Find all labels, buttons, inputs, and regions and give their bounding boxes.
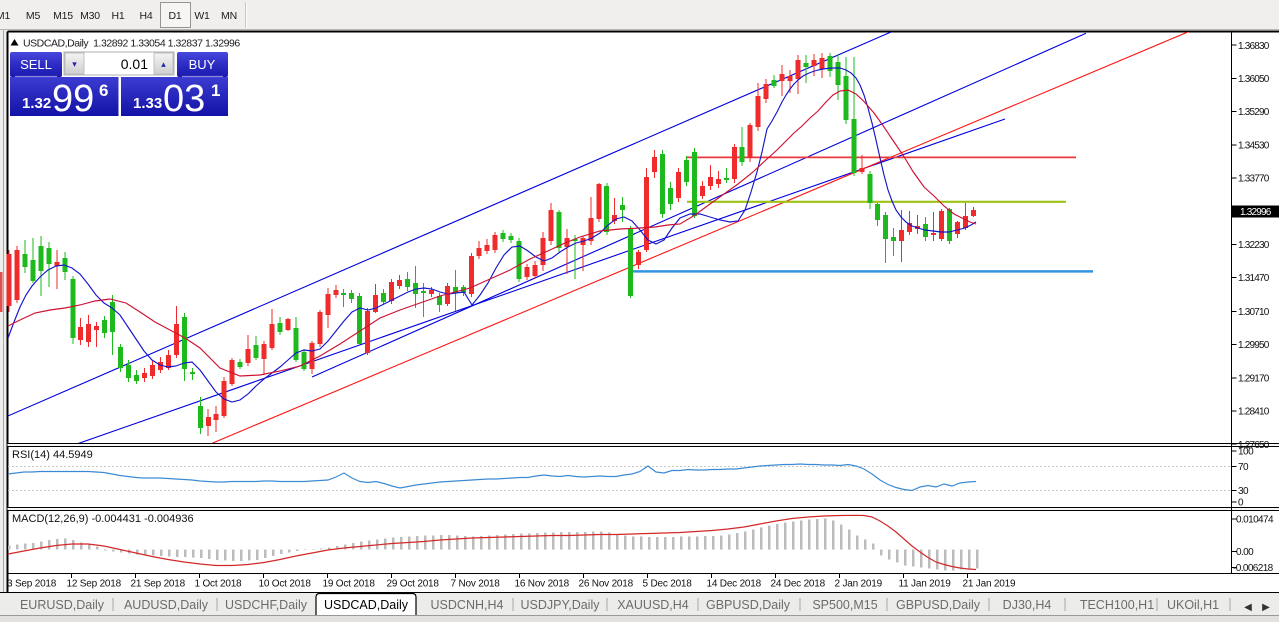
svg-text:XAUUSD,H4: XAUUSD,H4 [617,598,689,612]
svg-text:7 Nov 2018: 7 Nov 2018 [451,579,501,590]
svg-text:▾: ▾ [72,59,77,69]
svg-text:TECH100,H1: TECH100,H1 [1080,598,1154,612]
svg-text:1.30710: 1.30710 [1238,307,1270,318]
svg-text:16 Nov 2018: 16 Nov 2018 [515,579,570,590]
svg-text:UKOil,H1: UKOil,H1 [1167,598,1219,612]
svg-text:24 Dec 2018: 24 Dec 2018 [771,579,826,590]
svg-text:1.32: 1.32 [22,95,51,112]
svg-text:99: 99 [52,78,94,120]
svg-text:1.31470: 1.31470 [1238,273,1270,284]
svg-text:RSI(14) 44.5949: RSI(14) 44.5949 [12,449,93,461]
svg-text:W1: W1 [194,10,210,22]
svg-text:70: 70 [1238,462,1249,473]
svg-text:1.36050: 1.36050 [1238,74,1270,85]
svg-text:H4: H4 [139,10,152,22]
svg-text:M1: M1 [0,10,10,22]
svg-text:1 Oct 2018: 1 Oct 2018 [195,579,243,590]
svg-text:1.33: 1.33 [133,95,162,112]
svg-text:1.29170: 1.29170 [1238,373,1270,384]
svg-text:▶: ▶ [1262,602,1270,613]
svg-text:M5: M5 [26,10,41,22]
svg-text:1.29950: 1.29950 [1238,340,1270,351]
svg-text:▴: ▴ [161,59,166,69]
svg-text:0.00: 0.00 [1236,547,1254,558]
svg-text:1.36830: 1.36830 [1238,41,1270,52]
svg-text:1.32230: 1.32230 [1238,240,1270,251]
svg-text:3 Sep 2018: 3 Sep 2018 [7,579,57,590]
svg-text:BUY: BUY [189,57,216,72]
svg-text:21 Jan 2019: 21 Jan 2019 [963,579,1016,590]
svg-text:1.33770: 1.33770 [1238,174,1270,185]
svg-text:2 Jan 2019: 2 Jan 2019 [835,579,883,590]
svg-text:M15: M15 [53,10,73,22]
svg-text:H1: H1 [111,10,124,22]
svg-text:◀: ◀ [1244,602,1252,613]
svg-text:11 Jan 2019: 11 Jan 2019 [899,579,952,590]
svg-text:DJ30,H4: DJ30,H4 [1003,598,1052,612]
svg-text:10 Oct 2018: 10 Oct 2018 [259,579,312,590]
svg-text:USDCNH,H4: USDCNH,H4 [431,598,504,612]
svg-text:100: 100 [1238,447,1254,458]
svg-text:19 Oct 2018: 19 Oct 2018 [323,579,376,590]
svg-text:GBPUSD,Daily: GBPUSD,Daily [896,598,981,612]
svg-text:1.32996: 1.32996 [1240,207,1272,218]
svg-text:0: 0 [1238,498,1244,509]
svg-text:USDCAD,Daily: USDCAD,Daily [324,598,409,612]
svg-text:5 Dec 2018: 5 Dec 2018 [643,579,693,590]
svg-text:26 Nov 2018: 26 Nov 2018 [579,579,634,590]
svg-text:0.010474: 0.010474 [1236,515,1274,526]
svg-text:30: 30 [1238,486,1249,497]
svg-text:1.35290: 1.35290 [1238,107,1270,118]
svg-text:1.34530: 1.34530 [1238,140,1270,151]
svg-text:29 Oct 2018: 29 Oct 2018 [387,579,440,590]
svg-text:MN: MN [221,10,237,22]
svg-text:M30: M30 [80,10,100,22]
svg-text:SP500,M15: SP500,M15 [812,598,877,612]
svg-text:1.27650: 1.27650 [1238,440,1270,451]
svg-text:1: 1 [211,81,220,100]
svg-text:14 Dec 2018: 14 Dec 2018 [707,579,762,590]
svg-text:12 Sep 2018: 12 Sep 2018 [67,579,122,590]
svg-text:1.28410: 1.28410 [1238,407,1270,418]
svg-text:MACD(12,26,9) -0.004431 -0.004: MACD(12,26,9) -0.004431 -0.004936 [12,513,194,525]
svg-text:EURUSD,Daily: EURUSD,Daily [20,598,105,612]
svg-text:0.01: 0.01 [121,56,148,72]
svg-text:AUDUSD,Daily: AUDUSD,Daily [124,598,209,612]
svg-text:-0.006218: -0.006218 [1233,563,1274,574]
svg-text:03: 03 [163,78,205,120]
svg-text:GBPUSD,Daily: GBPUSD,Daily [706,598,791,612]
svg-text:SELL: SELL [20,57,52,72]
svg-text:USDCHF,Daily: USDCHF,Daily [225,598,308,612]
svg-text:USDCAD,Daily 1.32892 1.33054: USDCAD,Daily 1.32892 1.33054 1.32837 1.3… [23,38,240,50]
svg-text:21 Sep 2018: 21 Sep 2018 [131,579,186,590]
svg-text:D1: D1 [168,10,181,22]
svg-text:6: 6 [99,81,108,100]
svg-text:USDJPY,Daily: USDJPY,Daily [521,598,601,612]
